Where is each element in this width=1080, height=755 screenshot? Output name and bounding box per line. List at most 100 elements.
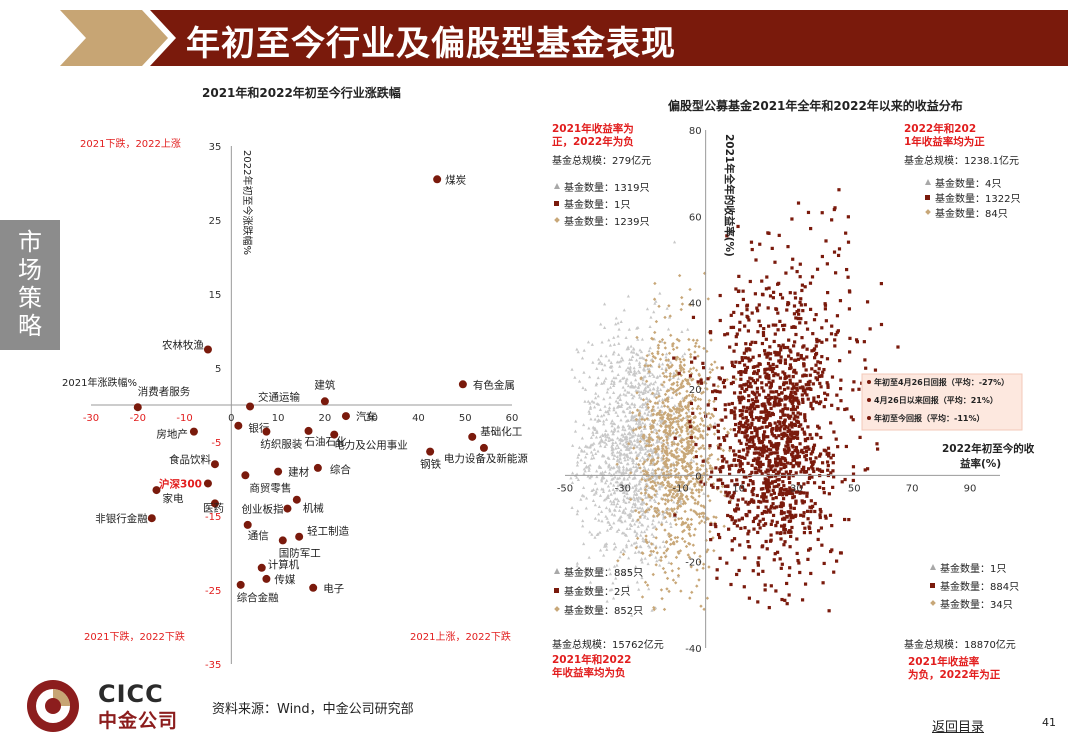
fund-point [735,478,739,482]
fund-point [802,500,806,504]
fund-point [701,566,705,570]
fund-point [675,380,679,384]
fund-point [716,532,721,537]
fund-point [725,234,729,238]
side-tab[interactable] [0,220,60,350]
fund-point [653,446,657,451]
source-note: 资料来源：Wind，中金公司研究部 [212,702,414,717]
fund-point [740,386,744,391]
fund-point [673,513,677,517]
fund-point [781,497,786,501]
fund-point [690,488,694,492]
fund-point [791,404,795,409]
fund-point [573,375,577,379]
fund-point [721,448,726,453]
fund-point [792,370,796,374]
fund-point [799,297,803,301]
fund-point [789,395,793,399]
fund-point [625,406,629,410]
fund-point [758,526,762,530]
fund-point [743,363,747,367]
fund-point [753,381,757,385]
fund-point [807,382,811,387]
fund-point [816,360,820,364]
fund-point [623,435,628,439]
fund-point [768,294,773,298]
fund-point [672,407,677,411]
fund-point [809,226,813,231]
fund-point [599,322,603,326]
fund-point [695,466,700,470]
fund-point [582,449,586,453]
fund-point [689,467,693,471]
industry-point-label: 非银行金融 [95,512,148,525]
fund-point [756,530,760,535]
y-tick-label: 20 [689,385,702,396]
fund-point [829,421,833,425]
fund-point [814,344,818,348]
fund-point [617,394,621,398]
fund-point [633,522,637,526]
back-to-contents-link[interactable]: 返回目录 [932,720,985,735]
fund-point [631,517,635,521]
fund-point [824,449,828,453]
fund-point [755,399,760,403]
fund-point [767,373,771,378]
fund-point [737,370,741,374]
fund-point [678,391,682,396]
fund-point [594,491,598,495]
fund-point [781,493,785,497]
fund-point [745,365,750,370]
industry-point-label: 电力设备及新能源 [444,452,528,465]
fund-point [710,368,715,372]
fund-point [782,527,786,532]
fund-point [774,323,778,327]
fund-point [633,476,637,480]
fund-point [738,391,742,395]
fund-point [790,513,794,517]
fund-point [784,424,788,429]
fund-point [692,420,696,425]
fund-point [648,346,652,350]
fund-point [794,398,798,402]
fund-point [785,602,789,606]
fund-point [673,404,677,408]
fund-point [676,422,680,426]
fund-point [598,435,602,439]
fund-point [734,287,738,291]
fund-point [609,465,613,469]
fund-point [786,510,790,514]
industry-point-label: 汽车 [356,410,377,423]
fund-point [829,549,833,554]
fund-point [672,371,676,375]
fund-point [664,445,668,449]
fund-point [648,498,652,502]
fund-point [838,299,843,303]
fund-point [638,361,642,365]
fund-point [622,497,626,501]
fund-point [651,354,656,359]
fund-point [754,516,758,520]
fund-point [640,417,644,422]
fund-point [701,366,706,370]
fund-point [752,451,757,455]
fund-point [820,254,824,259]
fund-point [801,400,805,404]
fund-point [778,292,783,297]
fund-point [664,425,668,429]
fund-point [638,520,642,524]
fund-point [697,488,701,492]
fund-point [685,425,690,429]
fund-point [668,431,672,435]
fund-point [759,415,763,419]
fund-point [634,378,638,382]
fund-point [617,404,621,408]
fund-point [608,395,612,399]
fund-point [818,507,822,512]
fund-point [586,474,590,478]
fund-point [597,402,601,406]
fund-point [716,423,720,427]
fund-point [608,343,612,347]
fund-point [632,369,637,373]
fund-point [634,486,638,490]
